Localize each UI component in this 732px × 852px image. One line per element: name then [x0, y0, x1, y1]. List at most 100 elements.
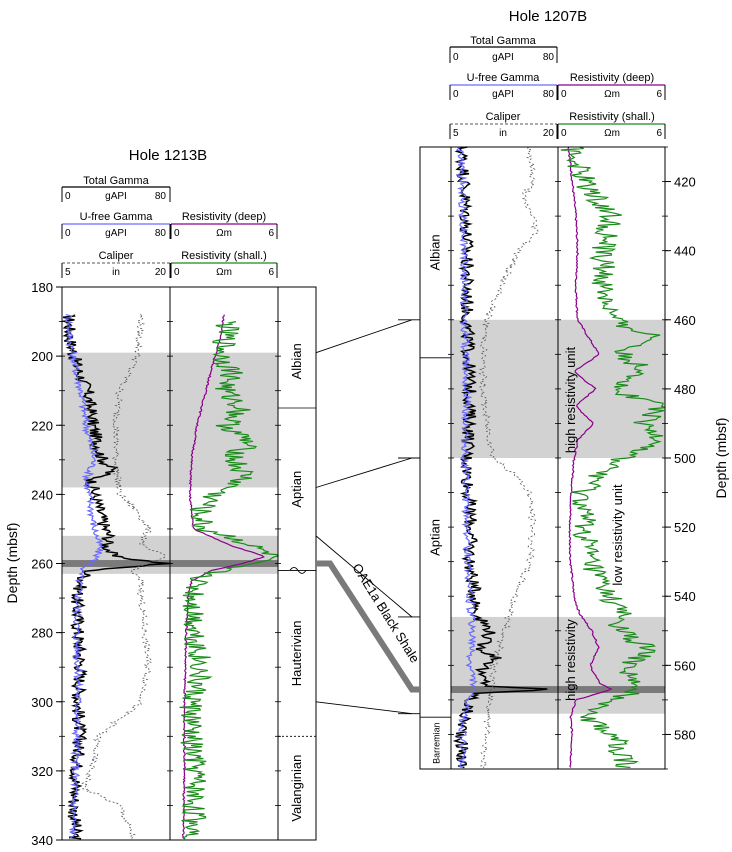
hole-1207b-header-gamma: Total Gamma 0 gAPI 80	[449, 35, 558, 63]
resistivity-shall-curve	[179, 321, 280, 840]
hole-1207b-title: Hole 1207B	[509, 8, 587, 25]
stage-label-albian: Albian	[428, 234, 443, 270]
header-res-shallow-unit: Ωm	[604, 128, 620, 139]
header-res-shallow-min: 0	[174, 267, 180, 278]
hole-1207b-curves	[452, 146, 666, 769]
annotation-high-resistivity-unit: high resistivity unit	[563, 347, 578, 454]
depth-tick-label: 540	[674, 589, 696, 604]
header-res-deep-min: 0	[561, 89, 567, 100]
header-caliper-min: 5	[453, 128, 459, 139]
annotation-high-resistivity: high resistivity	[563, 619, 578, 701]
total-gamma-curve	[452, 146, 548, 769]
hole-1213b-header-ufree: U-free Gamma 0 gAPI 80	[61, 211, 171, 239]
hole-1213b-header-res-deep: Resistivity (deep) 0 Ωm 6	[170, 211, 278, 239]
header-caliper-unit: in	[499, 128, 507, 139]
hole-1207b-header-res-deep: Resistivity (deep) 0 Ωm 6	[557, 72, 666, 100]
header-caliper-max: 20	[543, 128, 555, 139]
header-total-gamma-min: 0	[65, 191, 71, 202]
header-ufree-gamma-name: U-free Gamma	[467, 72, 541, 84]
resistivity-shall-curve	[560, 146, 666, 769]
depth-tick-label: 520	[674, 520, 696, 535]
annotation-low-resistivity-unit: low resistivity unit	[610, 484, 625, 586]
header-res-shallow-max: 6	[656, 128, 662, 139]
hole-1207b-panel: Hole 1207B Total Gamma 0 gAPI 80 U-free …	[419, 8, 729, 770]
correlation-lines	[289, 319, 420, 715]
hole-1207b-header-caliper: Caliper 5 in 20	[449, 111, 558, 139]
header-ufree-gamma-max: 80	[543, 89, 555, 100]
stage-label-hauterivian: Hauterivian	[289, 620, 304, 686]
correlation-tie-line	[315, 319, 413, 354]
header-caliper-name: Caliper	[486, 111, 521, 123]
header-total-gamma-min: 0	[453, 52, 459, 63]
header-res-deep-min: 0	[174, 228, 180, 239]
header-res-shallow-min: 0	[561, 128, 567, 139]
depth-tick-label: 580	[674, 727, 696, 742]
depth-tick-label: 200	[31, 349, 53, 364]
depth-tick-label: 340	[31, 833, 53, 848]
correlation-tie-line	[315, 457, 413, 488]
header-res-shallow-name: Resistivity (shall.)	[569, 111, 655, 123]
correlation-tie-line	[315, 535, 413, 618]
hole-1213b-depth-axis-label: Depth (mbsf)	[4, 523, 20, 604]
depth-tick-label: 500	[674, 451, 696, 466]
resistivity-deep-curve	[567, 146, 613, 768]
depth-tick-label: 420	[674, 175, 696, 190]
oae1a-correlation-band	[316, 560, 420, 693]
depth-tick-label: 460	[674, 313, 696, 328]
header-total-gamma-max: 80	[543, 52, 555, 63]
header-total-gamma-name: Total Gamma	[83, 175, 149, 187]
header-res-deep-name: Resistivity (deep)	[570, 72, 654, 84]
u-free-gamma-curve	[64, 314, 104, 840]
header-caliper-min: 5	[65, 267, 71, 278]
header-caliper-max: 20	[155, 267, 167, 278]
header-res-shallow-unit: Ωm	[216, 267, 232, 278]
depth-tick-label: 440	[674, 244, 696, 259]
header-res-deep-unit: Ωm	[216, 228, 232, 239]
hole-1213b-panel: Hole 1213B Total Gamma 0 gAPI 80 U-free …	[4, 147, 317, 848]
header-res-shallow-name: Resistivity (shall.)	[181, 250, 267, 262]
header-res-deep-name: Resistivity (deep)	[182, 211, 266, 223]
header-ufree-gamma-unit: gAPI	[492, 89, 514, 100]
hole-1213b-title: Hole 1213B	[129, 147, 207, 164]
hole-1213b-depth-axis: 180 200 220 240 260 280 300 320 340	[31, 280, 281, 848]
header-res-deep-max: 6	[656, 89, 662, 100]
depth-tick-label: 320	[31, 764, 53, 779]
depth-tick-label: 220	[31, 418, 53, 433]
header-ufree-gamma-max: 80	[155, 228, 167, 239]
header-res-shallow-max: 6	[268, 267, 274, 278]
depth-tick-label: 300	[31, 695, 53, 710]
stage-label-aptian: Aptian	[428, 519, 443, 556]
depth-tick-label: 560	[674, 658, 696, 673]
header-ufree-gamma-name: U-free Gamma	[80, 211, 154, 223]
depth-tick-label: 240	[31, 487, 53, 502]
hole-1213b-header-gamma: Total Gamma 0 gAPI 80	[61, 175, 171, 202]
stage-label-aptian: Aptian	[289, 471, 304, 508]
depth-tick-label: 260	[31, 557, 53, 572]
hole-1213b-curves	[61, 314, 280, 840]
hole-1207b-header-ufree: U-free Gamma 0 gAPI 80	[449, 72, 558, 100]
stage-label-valanginian: Valanginian	[289, 755, 304, 822]
hole-1207b-depth-axis-label: Depth (mbsf)	[713, 418, 729, 499]
u-free-gamma-curve	[455, 146, 478, 769]
header-total-gamma-unit: gAPI	[105, 191, 127, 202]
depth-tick-label: 480	[674, 382, 696, 397]
header-res-deep-unit: Ωm	[604, 89, 620, 100]
hole-1213b-stages: Albian Aptian Hauterivian Valanginian	[278, 343, 316, 822]
header-ufree-gamma-min: 0	[453, 89, 459, 100]
hole-1213b-header-caliper: Caliper 5 in 20	[61, 250, 171, 278]
hole-1207b-header-res-shallow: Resistivity (shall.) 0 Ωm 6	[557, 111, 666, 139]
stage-label-albian: Albian	[289, 343, 304, 379]
header-ufree-gamma-min: 0	[65, 228, 71, 239]
hole-1213b-header-res-shallow: Resistivity (shall.) 0 Ωm 6	[170, 250, 278, 278]
hole-1207b-resistivity-track	[557, 146, 666, 770]
hole-1207b-stages: Albian Aptian Barremian	[420, 234, 451, 764]
depth-tick-label: 180	[31, 280, 53, 295]
stage-label-barremian: Barremian	[432, 722, 442, 764]
unconformity-mark	[289, 566, 307, 574]
caliper-curve	[478, 146, 539, 768]
header-caliper-unit: in	[112, 267, 120, 278]
header-total-gamma-unit: gAPI	[492, 52, 514, 63]
header-ufree-gamma-unit: gAPI	[105, 228, 127, 239]
depth-tick-label: 280	[31, 626, 53, 641]
